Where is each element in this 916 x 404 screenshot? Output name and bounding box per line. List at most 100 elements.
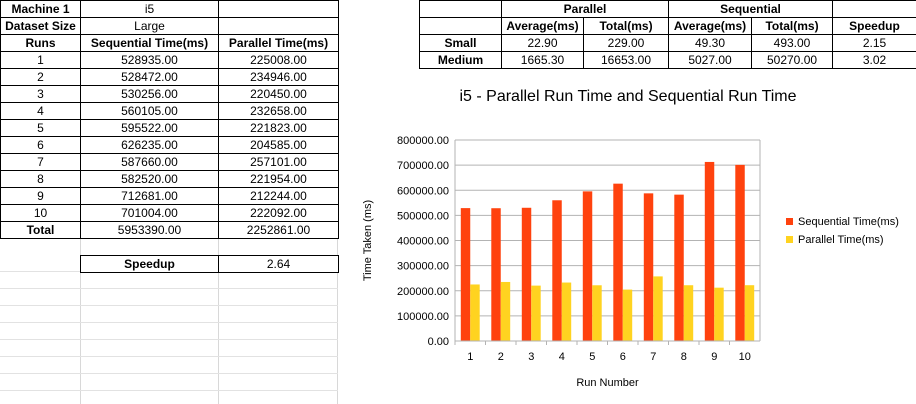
legend-label: Sequential Time(ms) [798,216,899,228]
empty-cell[interactable] [218,17,339,35]
machine-value[interactable]: i5 [80,0,219,18]
y-tick-label: 500000.00 [397,210,449,222]
run-number-cell[interactable]: 5 [0,119,81,137]
sequential-time-cell[interactable]: 626235.00 [80,136,219,154]
run-number-cell[interactable]: 6 [0,136,81,154]
run-number-cell[interactable]: 3 [0,85,81,103]
bar-sequential [460,208,471,341]
parallel-time-cell[interactable]: 220450.00 [218,85,339,103]
parallel-header[interactable]: Parallel Time(ms) [218,34,339,52]
dataset-label[interactable]: Dataset Size [0,17,81,35]
parallel-time-cell[interactable]: 225008.00 [218,51,339,69]
bar-sequential [491,208,501,341]
parallel-time-cell[interactable]: 221954.00 [218,170,339,188]
x-tick-label: 5 [589,351,595,363]
sequential-time-cell[interactable]: 530256.00 [80,85,219,103]
parallel-time-cell[interactable]: 222092.00 [218,204,339,222]
sequential-time-cell[interactable]: 528935.00 [80,51,219,69]
sequential-total-header[interactable]: Total(ms) [751,17,834,35]
parallel-average-header[interactable]: Average(ms) [501,17,584,35]
sequential-time-cell[interactable]: 712681.00 [80,187,219,205]
total-sequential[interactable]: 5953390.00 [80,221,219,239]
dataset-name-cell[interactable]: Medium [419,51,502,69]
bar-parallel [683,285,694,341]
total-row: Total 5953390.00 2252861.00 [0,221,339,239]
bar-sequential [735,164,745,341]
dataset-value[interactable]: Large [80,17,219,35]
x-tick-label: 10 [739,351,751,363]
speedup-cell[interactable]: 2.15 [832,34,916,52]
parallel-average-cell[interactable]: 1665.30 [501,51,584,69]
bar-sequential [552,200,562,341]
parallel-time-cell[interactable]: 234946.00 [218,68,339,86]
sequential-time-cell[interactable]: 595522.00 [80,119,219,137]
sequential-header[interactable]: Sequential Time(ms) [80,34,219,52]
sequential-time-cell[interactable]: 582520.00 [80,170,219,188]
parallel-total-header[interactable]: Total(ms) [582,17,670,35]
sequential-total-cell[interactable]: 493.00 [751,34,834,52]
machine-label[interactable]: Machine 1 [0,0,81,18]
run-number-cell[interactable]: 9 [0,187,81,205]
sequential-average-cell[interactable]: 49.30 [668,34,753,52]
run-number-cell[interactable]: 8 [0,170,81,188]
empty-cell[interactable] [832,0,916,18]
bar-sequential [643,193,654,341]
parallel-average-cell[interactable]: 22.90 [501,34,584,52]
bar-chart[interactable]: 0.00 100000.00 200000.00 300000.00 400000.00… [336,112,916,404]
parallel-total-cell[interactable]: 229.00 [582,34,670,52]
empty-cell[interactable] [419,0,502,18]
x-tick-label: 8 [681,351,687,363]
total-parallel[interactable]: 2252861.00 [218,221,339,239]
parallel-time-cell[interactable]: 204585.00 [218,136,339,154]
run-number-cell[interactable]: 7 [0,153,81,171]
x-tick-label: 6 [620,351,626,363]
legend-swatch [786,236,793,243]
sequential-total-cell[interactable]: 50270.00 [751,51,834,69]
sheet-gridline [0,390,338,391]
bar-parallel [592,285,602,341]
run-number-cell[interactable]: 10 [0,204,81,222]
sequential-average-header[interactable]: Average(ms) [668,17,753,35]
legend-label: Parallel Time(ms) [798,234,884,246]
sequential-average-cell[interactable]: 5027.00 [668,51,753,69]
bar-parallel [653,276,663,341]
parallel-group-header[interactable]: Parallel [500,0,670,18]
bar-parallel [470,284,480,341]
sequential-group-header[interactable]: Sequential [668,0,834,18]
speedup-label[interactable]: Speedup [80,255,219,273]
parallel-time-cell[interactable]: 212244.00 [218,187,339,205]
y-tick-label: 600000.00 [397,185,449,197]
speedup-cell[interactable]: 3.02 [832,51,916,69]
run-number-cell[interactable]: 4 [0,102,81,120]
parallel-total-cell[interactable]: 16653.00 [582,51,670,69]
parallel-time-cell[interactable]: 232658.00 [218,102,339,120]
run-number-cell[interactable]: 1 [0,51,81,69]
parallel-time-cell[interactable]: 221823.00 [218,119,339,137]
speedup-header[interactable]: Speedup [832,17,916,35]
table-row: 6 626235.00 204585.00 [0,136,339,154]
sequential-time-cell[interactable]: 560105.00 [80,102,219,120]
empty-cell[interactable] [419,17,502,35]
right-summary-table: Parallel Sequential Average(ms) Total(ms… [419,0,916,69]
table-row: 5 595522.00 221823.00 [0,119,339,137]
runs-header[interactable]: Runs [0,34,81,52]
bar-parallel [744,285,755,341]
dataset-row: Dataset Size Large [0,17,339,35]
sheet-gridline [0,339,338,340]
bar-parallel [714,287,724,341]
sheet-gridline [0,373,338,374]
run-number-cell[interactable]: 2 [0,68,81,86]
x-axis-label: Run Number [576,377,639,389]
y-tick-label: 700000.00 [397,160,449,172]
empty-cell[interactable] [218,0,339,18]
speedup-table: Speedup 2.64 [80,255,339,273]
sequential-time-cell[interactable]: 587660.00 [80,153,219,171]
y-tick-label: 400000.00 [397,236,449,248]
speedup-value[interactable]: 2.64 [218,255,339,273]
sequential-time-cell[interactable]: 528472.00 [80,68,219,86]
y-tick-label: 0.00 [428,336,449,348]
parallel-time-cell[interactable]: 257101.00 [218,153,339,171]
sequential-time-cell[interactable]: 701004.00 [80,204,219,222]
total-label[interactable]: Total [0,221,81,239]
dataset-name-cell[interactable]: Small [419,34,502,52]
